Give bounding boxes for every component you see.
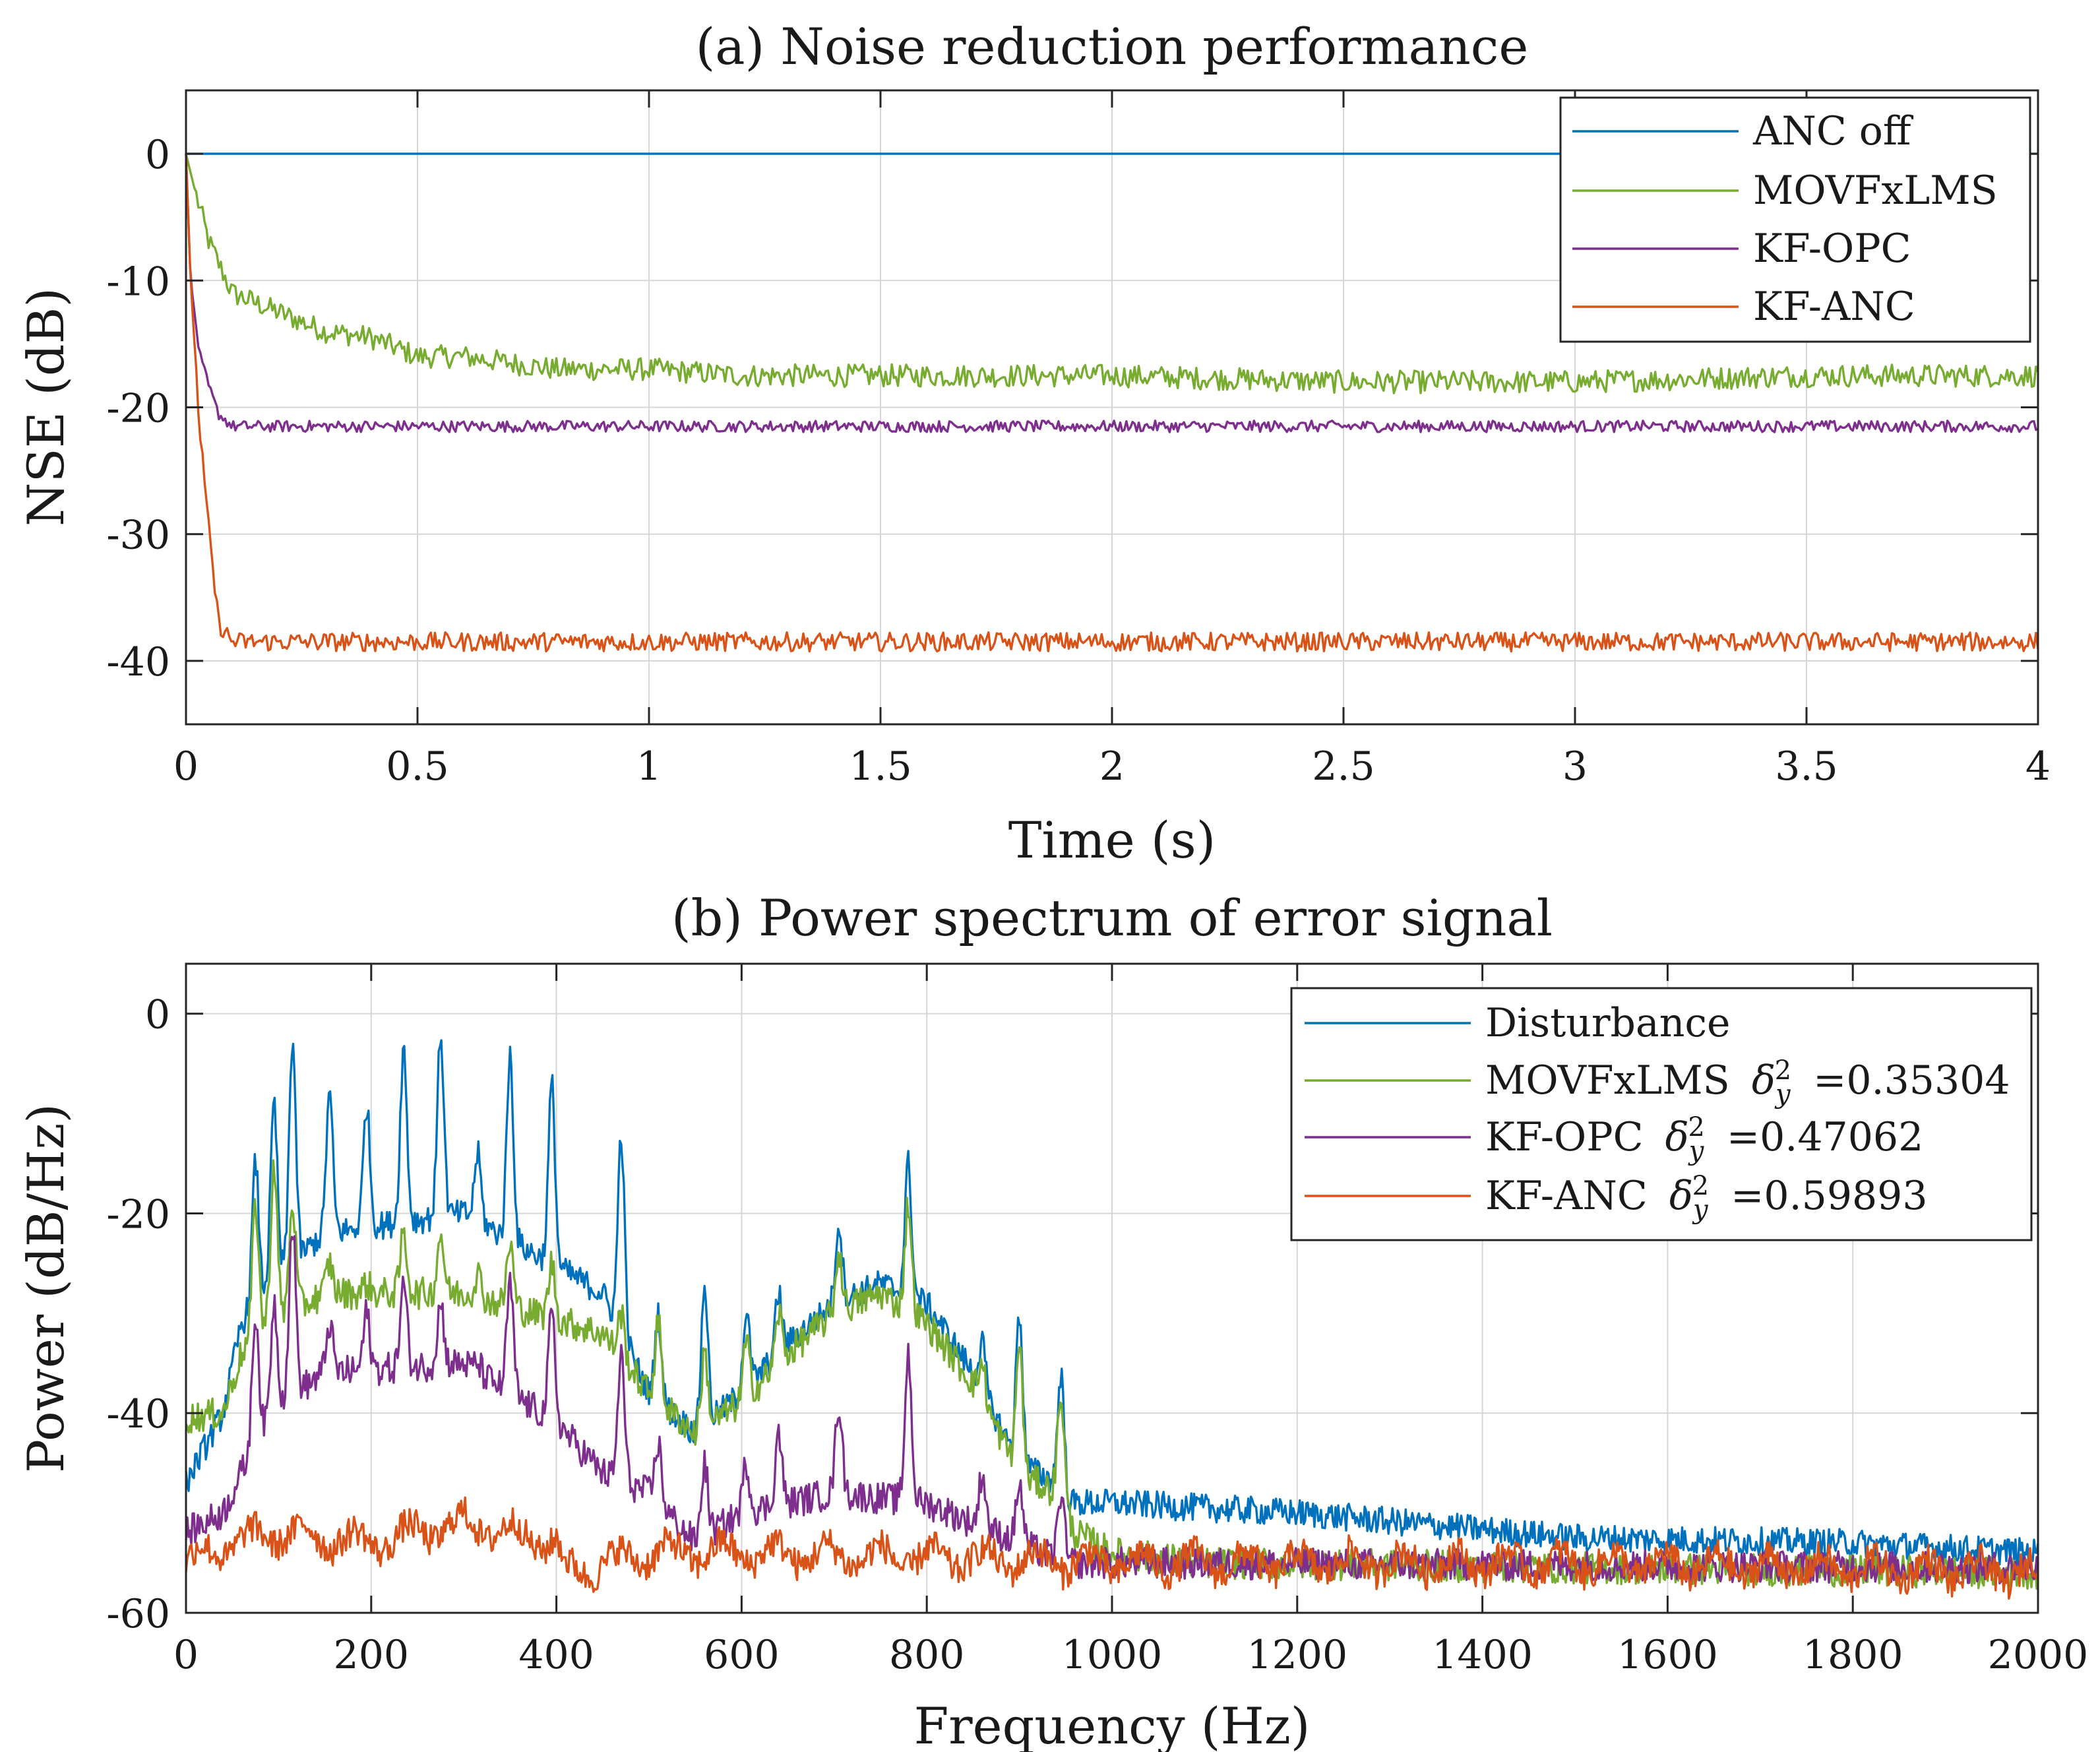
panel-a-ytick-label: -10 — [106, 259, 170, 305]
panel-b-xtick-label: 1000 — [1062, 1632, 1163, 1678]
panel-a-legend-anc-off: ANC off — [1752, 108, 1914, 154]
panel-a-xtick-label: 1.5 — [849, 743, 911, 790]
panel-b-xtick-label: 800 — [889, 1632, 965, 1678]
panel-b-xlabel: Frequency (Hz) — [914, 1697, 1311, 1752]
panel-b-xtick-label: 0 — [173, 1632, 199, 1678]
panel-b-series-disturbance — [185, 1039, 2039, 1567]
panel-a-ytick-label: -40 — [106, 639, 170, 685]
panel-b-legend-kf-anc: KF-ANC δy2 =0.59893 — [1485, 1171, 1928, 1225]
panel-a-xlabel: Time (s) — [1008, 811, 1216, 869]
panel-a-xtick-label: 1 — [636, 743, 662, 790]
panel-a-series-kf-anc — [185, 154, 2039, 653]
panel-a-xtick-label: 2 — [1099, 743, 1125, 790]
panel-b-ylabel: Power (dB/Hz) — [16, 1104, 75, 1473]
panel-b-series-kf-anc — [185, 1496, 2039, 1600]
panel-a-title: (a) Noise reduction performance — [696, 17, 1529, 76]
panel-a-legend-movfxlms: MOVFxLMS — [1753, 168, 1998, 214]
panel-b-legend-disturbance: Disturbance — [1485, 1000, 1730, 1046]
panel-a-xtick-label: 0 — [173, 743, 199, 790]
panel-a-ylabel: NSE (dB) — [16, 288, 75, 526]
panel-b-legend-kf-opc: KF-OPC δy2 =0.47062 — [1485, 1112, 1923, 1166]
panel-b-xtick-label: 1200 — [1247, 1632, 1347, 1678]
panel-b-legend-box — [1290, 987, 2033, 1241]
panel-a-series-movfxlms — [185, 153, 2039, 394]
panel-b-xtick-label: 200 — [334, 1632, 410, 1678]
panel-b-series — [185, 1039, 2039, 1600]
panel-a-xtick-label: 3.5 — [1775, 743, 1838, 790]
panel-b-xtick-label: 1400 — [1432, 1632, 1533, 1678]
panel-b-xtick-label: 400 — [518, 1632, 594, 1678]
panel-a-series-kf-opc — [185, 154, 2039, 433]
panel-a-legend-kf-opc: KF-OPC — [1753, 226, 1911, 272]
panel-a-xtick-label: 2.5 — [1312, 743, 1374, 790]
panel-b-ytick-label: -60 — [106, 1591, 170, 1637]
panel-a-ytick-label: -30 — [106, 513, 170, 559]
panel-a-xtick-label: 4 — [2025, 743, 2051, 790]
panel-a-ticks: 0 0.5 1 1.5 2 2.5 3 3.5 4 0 -10 -20 -30 -40 — [106, 90, 2051, 790]
panel-b-ticks: 0 200 400 600 800 1000 1200 1400 1600 1800 2000 0 -2… — [106, 964, 2088, 1678]
panel-b-legend-movfxlms: MOVFxLMS δy2 =0.35304 — [1485, 1055, 2010, 1110]
panel-b-ytick-label: -40 — [106, 1391, 170, 1437]
panel-b: (b) Power spectrum of error signal 0 200 4… — [16, 889, 2088, 1752]
panel-a-ytick-label: -20 — [106, 386, 170, 432]
panel-a-xtick-label: 0.5 — [386, 743, 448, 790]
panel-b-xtick-label: 600 — [704, 1632, 780, 1678]
panel-b-xtick-label: 2000 — [1988, 1632, 2089, 1678]
panel-a-legend: ANC off MOVFxLMS KF-OPC KF-ANC — [1559, 96, 2031, 343]
panel-a-xtick-label: 3 — [1562, 743, 1588, 790]
panel-a: (a) Noise reduction performance 0 0.5 1 1.5… — [16, 17, 2051, 869]
panel-b-xtick-label: 1600 — [1617, 1632, 1718, 1678]
panel-b-title: (b) Power spectrum of error signal — [671, 889, 1553, 947]
panel-b-xtick-label: 1800 — [1803, 1632, 1903, 1678]
panel-a-legend-box — [1559, 96, 2031, 343]
panel-a-legend-kf-anc: KF-ANC — [1753, 284, 1915, 330]
panel-a-ytick-label: 0 — [145, 132, 170, 178]
panel-b-legend: Disturbance MOVFxLMS δy2 =0.35304 KF-OPC… — [1290, 987, 2033, 1241]
panel-b-ytick-label: 0 — [145, 992, 170, 1038]
panel-b-ytick-label: -20 — [106, 1191, 170, 1237]
